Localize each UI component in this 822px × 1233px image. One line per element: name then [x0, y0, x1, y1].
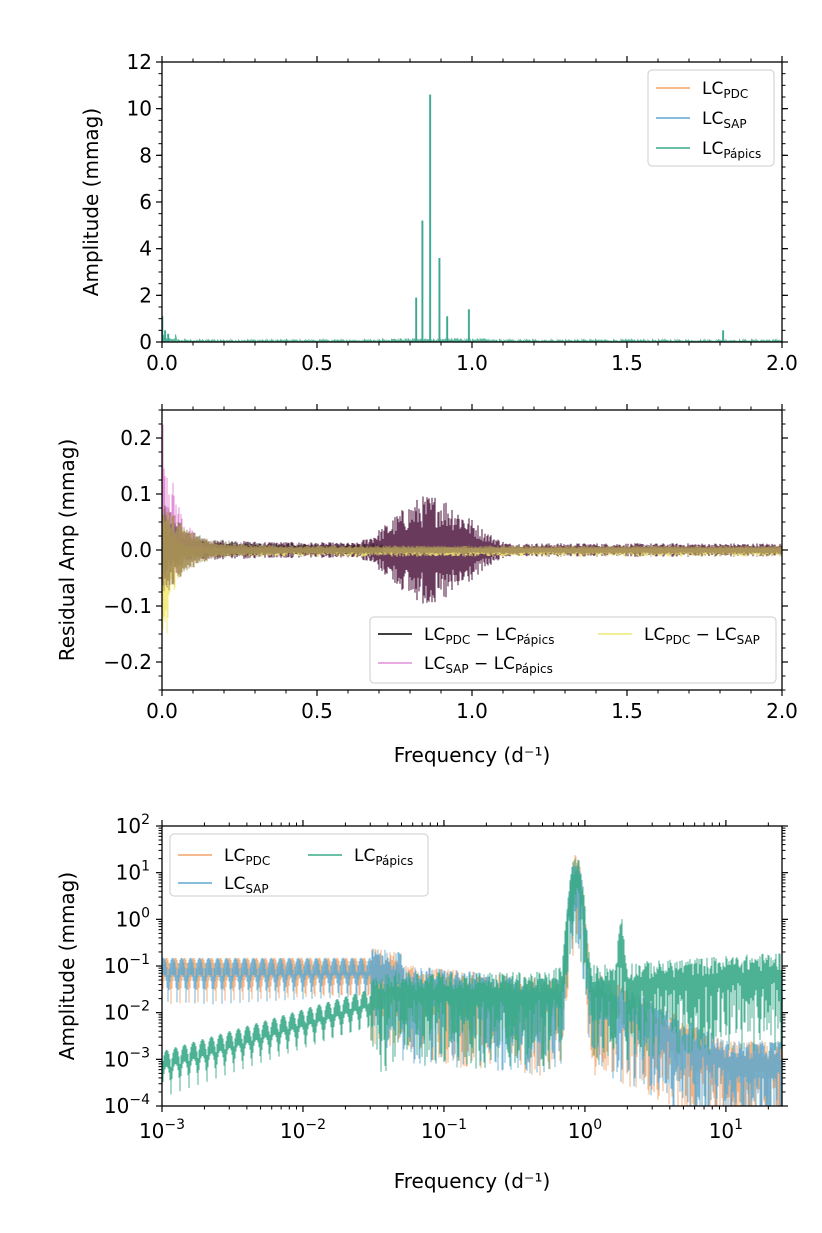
- top-y-tick-label: 8: [139, 143, 152, 167]
- residual-legend: LCPDC − LCPápics LCSAP − LCPápics LCPDC − …: [369, 616, 777, 684]
- log-y-tick-label: 100: [116, 905, 150, 931]
- top-y-tick-label: 6: [139, 190, 152, 214]
- log-y-tick-label: 10−1: [104, 952, 150, 978]
- residual-legend-label: LCSAP − LCPápics: [424, 654, 553, 676]
- log-x-tick-label: 10−1: [421, 1117, 467, 1143]
- top-x-tick-label: 0.0: [146, 351, 178, 375]
- log-x-tick-label: 100: [568, 1117, 602, 1143]
- top-legend: LCPDC LCSAP LCPápics: [647, 69, 775, 167]
- residual-y-axis-label: Residual Amp (mmag): [55, 439, 79, 662]
- residual-x-tick-label: 1.0: [456, 699, 488, 723]
- residual-legend-label: LCPDC − LCSAP: [644, 625, 760, 647]
- log-spectrum-lines: [162, 855, 782, 1106]
- residual-x-tick-label: 1.5: [611, 699, 643, 723]
- log-ticks: 10−3 10−2 10−1 100 10110−410−310−210−1100101…: [104, 812, 788, 1143]
- residual-x-axis-label: Frequency (d⁻¹): [394, 743, 551, 767]
- log-legend-label: LCPápics: [354, 846, 413, 868]
- panel-log-spectrum: 10−3 10−2 10−1 100 10110−410−310−210−1100101…: [55, 812, 788, 1193]
- top-spectrum-lines: [162, 94, 782, 342]
- top-legend-label: LCPDC: [702, 79, 748, 101]
- log-x-tick-label: 10−3: [139, 1117, 185, 1143]
- top-y-tick-label: 4: [139, 237, 152, 261]
- log-papics-series: [162, 858, 782, 1098]
- top-y-tick-label: 0: [139, 330, 152, 354]
- top-x-tick-label: 0.5: [301, 351, 333, 375]
- panel-top-spectrum: 0.0 0.5 1.0 1.5 2.0 0 2 4 6 8 10 12 Amplitude (mmag…: [79, 50, 798, 375]
- residual-legend-box: [369, 616, 777, 684]
- log-y-axis-label: Amplitude (mmag): [55, 872, 79, 1060]
- log-legend-box: [169, 833, 429, 897]
- log-x-tick-label: 101: [709, 1117, 743, 1143]
- residual-y-tick-label: −0.1: [103, 594, 152, 618]
- residual-sap-papics-lowfreq: [162, 424, 223, 613]
- log-legend: LCPDC LCSAP LCPápics: [169, 833, 429, 897]
- top-ticks: 0.0 0.5 1.0 1.5 2.0 0 2 4 6 8 10 12: [127, 50, 798, 375]
- top-y-tick-label: 2: [139, 283, 152, 307]
- residual-y-tick-label: −0.2: [103, 650, 152, 674]
- log-y-tick-label: 101: [116, 859, 150, 885]
- residual-y-tick-label: 0.2: [120, 426, 152, 450]
- top-y-tick-label: 12: [127, 50, 152, 74]
- top-x-tick-label: 1.0: [456, 351, 488, 375]
- residual-x-tick-label: 0.0: [146, 699, 178, 723]
- log-y-tick-label: 102: [116, 812, 150, 838]
- residual-overlay-core: [162, 508, 782, 592]
- top-legend-box: [647, 69, 775, 167]
- residual-ticks: 0.0 0.5 1.0 1.5 2.0 −0.2 −0.1 0.0 0.1 0.2: [103, 404, 798, 723]
- top-noise-floor: [162, 334, 782, 342]
- residual-legend-label: LCPDC − LCPápics: [424, 625, 554, 647]
- top-y-tick-label: 10: [127, 97, 152, 121]
- residual-x-tick-label: 2.0: [766, 699, 798, 723]
- residual-y-tick-label: 0.1: [120, 482, 152, 506]
- top-legend-label: LCSAP: [702, 109, 747, 131]
- log-y-tick-label: 10−4: [104, 1092, 150, 1118]
- residual-y-tick-label: 0.0: [120, 538, 152, 562]
- log-x-axis-label: Frequency (d⁻¹): [394, 1169, 551, 1193]
- log-x-tick-label: 10−2: [280, 1117, 326, 1143]
- residual-x-tick-label: 0.5: [301, 699, 333, 723]
- log-legend-label: LCSAP: [224, 874, 269, 896]
- log-y-tick-label: 10−3: [104, 1045, 150, 1071]
- residual-lines: [162, 424, 782, 656]
- top-legend-label: LCPápics: [702, 139, 761, 161]
- panel-residual: 0.0 0.5 1.0 1.5 2.0 −0.2 −0.1 0.0 0.1 0.2 Residua…: [55, 404, 798, 767]
- top-y-axis-label: Amplitude (mmag): [79, 108, 103, 296]
- top-x-tick-label: 2.0: [766, 351, 798, 375]
- log-legend-label: LCPDC: [224, 846, 270, 868]
- log-y-tick-label: 10−2: [104, 999, 150, 1025]
- top-x-tick-label: 1.5: [611, 351, 643, 375]
